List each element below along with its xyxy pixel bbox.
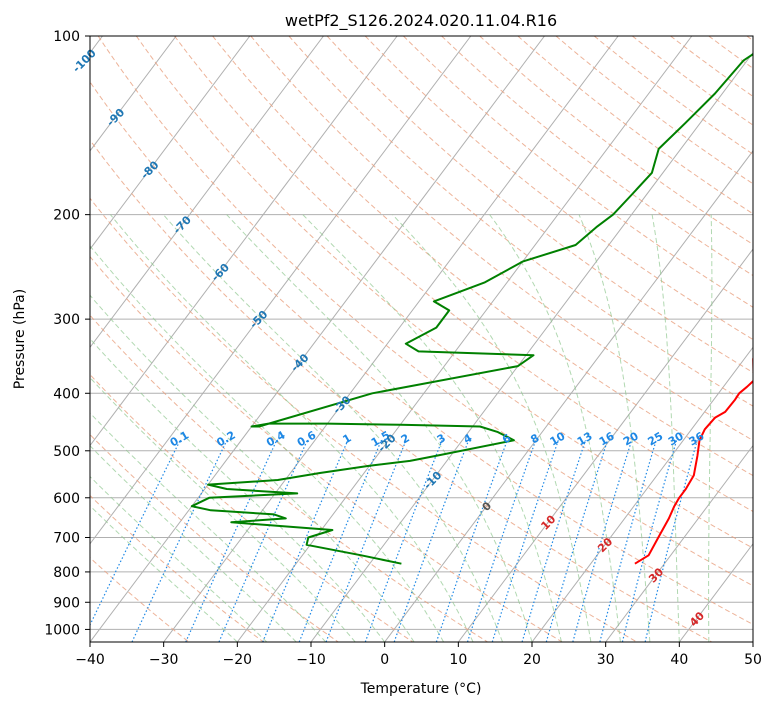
dry-adiabat-line [364,36,753,341]
moist-adiabat-line [651,214,680,642]
dry-adiabat-line [288,36,753,407]
mixing-ratio-line [644,440,698,642]
dry-adiabat-line [90,255,563,642]
x-tick-label: 10 [449,652,467,668]
moist-adiabat-line [392,214,592,642]
x-axis-label: Temperature (°C) [360,681,482,697]
dry-adiabat-line [555,36,753,185]
mixing-ratio-line [325,440,407,642]
x-tick-label: −20 [223,652,253,668]
dry-adiabat-line [441,36,753,277]
x-tick-label: 30 [597,652,615,668]
y-tick-label: 100 [53,29,80,45]
dry-adiabat-line [90,433,339,642]
moist-adiabat-line [90,475,268,642]
moist-adiabat-line [226,214,533,642]
dry-adiabat-line [135,36,753,549]
dry-adiabat-line [90,494,264,642]
isotherm-line [531,346,753,642]
dry-adiabat-line [97,36,753,587]
y-tick-label: 300 [53,312,80,328]
y-tick-label: 800 [53,565,80,581]
x-tick-label: 20 [523,652,541,668]
isotherm-line [310,51,753,642]
mixing-ratio-line [466,440,537,642]
mixing-ratio-line [491,440,559,642]
isotherm-line [236,36,693,642]
x-tick-label: −30 [149,652,179,668]
isotherm-line [605,444,753,642]
mixing-ratio-line [521,440,587,642]
mixing-ratio-line [131,440,228,642]
mixing-ratio-line [364,440,443,642]
moist-adiabat-line [90,245,445,642]
dry-adiabat-line [90,81,753,625]
dry-adiabat-line [517,36,753,215]
isotherm-line [457,248,753,642]
moist-adiabat-line [578,214,651,642]
mixing-ratio-line [621,440,678,642]
dry-adiabat-line [250,36,753,442]
y-tick-label: 500 [53,444,80,460]
y-tick-label: 400 [53,386,80,402]
x-tick-label: −40 [75,652,105,668]
x-tick-label: 40 [670,652,688,668]
isotherm-line [163,36,619,642]
mixing-ratio-line [218,440,308,642]
isotherm-line [384,150,753,642]
dewpoint-profile-line [190,52,753,565]
dry-adiabat-line [326,36,753,374]
y-tick-label: 900 [53,595,80,611]
moist-adiabat-line [90,376,356,642]
moist-adiabat-line [90,412,327,642]
mixing-ratio-line [298,440,382,642]
isotherm-line [90,36,177,152]
mixing-ratio-line [262,440,349,642]
mixing-ratio-line [185,440,278,642]
dry-adiabat-line [90,139,712,642]
isotherm-line [90,36,398,447]
moist-adiabat-line [90,338,386,642]
y-axis-label: Pressure (hPa) [12,289,28,389]
mixing-ratio-line [90,440,181,627]
mixing-ratio-line [393,440,470,642]
y-tick-label: 1000 [44,622,80,638]
moist-adiabat-line [110,214,474,642]
moist-adiabat-line [708,214,713,642]
isotherm-line [752,641,753,642]
x-tick-label: 50 [744,652,762,668]
x-tick-label: 0 [380,652,389,668]
moist-adiabat-line [90,445,297,642]
x-tick-label: −10 [296,652,326,668]
plot-frame [89,35,754,643]
mixing-ratio-line [435,440,508,642]
temperature-profile-line [634,356,753,565]
dry-adiabat-line [174,36,753,513]
isotherm-line [90,36,545,642]
isotherm-line [90,36,251,250]
chart-title: wetPf2_S126.2024.020.11.04.R16 [285,11,557,31]
isotherm-line [90,36,324,349]
isotherm-line [90,36,472,545]
y-tick-label: 700 [53,531,80,547]
y-tick-label: 200 [53,208,80,224]
y-tick-label: 600 [53,491,80,507]
moist-adiabat-line [163,214,503,642]
dry-adiabat-line [479,36,753,246]
dry-adiabat-line [90,197,638,642]
